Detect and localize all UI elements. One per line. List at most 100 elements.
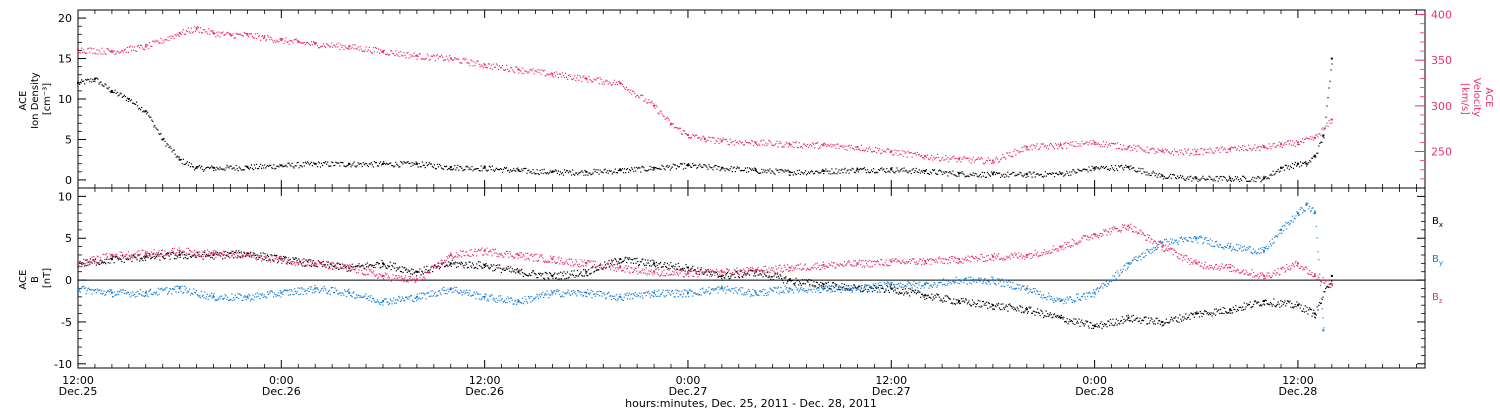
- bx-series-sample: [907, 292, 909, 294]
- bx-series-sample: [621, 262, 623, 264]
- density-series-sample: [79, 83, 81, 85]
- density-series-sample: [483, 165, 485, 167]
- by-series-sample: [220, 295, 222, 297]
- by-series-sample: [421, 297, 424, 299]
- velocity-series-sample: [428, 59, 430, 61]
- velocity-series-sample: [1125, 148, 1127, 150]
- density-series-sample: [295, 165, 297, 167]
- velocity-series-sample: [1054, 143, 1057, 145]
- velocity-series-sample: [1280, 142, 1282, 144]
- bx-series-sample: [137, 254, 139, 256]
- density-series-sample: [666, 165, 668, 167]
- bx-series-sample: [109, 262, 111, 264]
- velocity-series-sample: [181, 31, 183, 33]
- density-series-sample: [303, 165, 305, 167]
- bx-series-sample: [1188, 314, 1190, 316]
- density-series-sample: [692, 163, 694, 165]
- by-series-sample: [325, 289, 327, 291]
- density-series-sample: [404, 162, 406, 164]
- bx-series-point: [381, 262, 384, 265]
- bx-series-sample: [1253, 303, 1255, 306]
- density-series-sample: [274, 168, 276, 170]
- velocity-series-point: [958, 157, 961, 160]
- bx-series-sample: [858, 286, 860, 288]
- bx-series-sample: [1225, 311, 1228, 313]
- bx-series-sample: [1115, 318, 1117, 320]
- velocity-series-point: [653, 104, 656, 107]
- bx-series-sample: [371, 265, 373, 267]
- density-series-sample: [252, 168, 255, 171]
- bx-series-sample: [900, 292, 902, 294]
- density-series-sample: [136, 105, 139, 107]
- velocity-series-sample: [948, 161, 950, 163]
- by-series-sample: [159, 288, 161, 290]
- bx-series-sample: [1241, 309, 1243, 311]
- density-series-sample: [915, 167, 917, 170]
- density-series-sample: [899, 170, 901, 172]
- velocity-series-sample: [1161, 148, 1163, 150]
- bx-series-sample: [623, 259, 625, 261]
- density-series-sample: [423, 164, 425, 166]
- density-series-sample: [881, 167, 883, 169]
- by-series-sample: [347, 290, 349, 292]
- bx-series-sample: [1070, 320, 1072, 322]
- density-series-sample: [399, 165, 401, 168]
- bx-series-sample: [876, 287, 878, 290]
- velocity-series-sample: [778, 142, 780, 144]
- bx-series-sample: [1212, 312, 1214, 314]
- velocity-series-sample: [132, 49, 135, 51]
- bx-series-sample: [462, 265, 464, 267]
- velocity-series-sample: [554, 75, 556, 77]
- bx-series-sample: [879, 291, 881, 293]
- velocity-series-sample: [977, 156, 979, 159]
- velocity-series-point: [297, 40, 300, 43]
- bx-series-sample: [716, 273, 718, 275]
- by-series-sample: [444, 293, 447, 295]
- velocity-series-sample: [1149, 149, 1151, 151]
- bx-series-sample: [771, 276, 774, 278]
- density-series-sample: [1010, 173, 1012, 175]
- density-series-sample: [986, 171, 989, 174]
- bx-series-sample: [206, 255, 208, 257]
- bx-series-sample: [499, 267, 502, 269]
- bx-series-sample: [708, 271, 710, 273]
- by-series-sample: [97, 290, 99, 292]
- bx-series-sample: [260, 255, 263, 257]
- bx-series-sample: [926, 295, 929, 297]
- density-ytick-label: 15: [58, 53, 72, 66]
- velocity-series-sample: [682, 130, 685, 132]
- by-series-sample: [82, 286, 84, 288]
- bx-series-sample: [584, 269, 586, 271]
- velocity-series-sample: [714, 142, 716, 145]
- velocity-series-sample: [310, 40, 313, 43]
- density-series-sample: [520, 170, 522, 172]
- density-series-sample: [238, 166, 240, 168]
- velocity-series-sample: [1323, 129, 1325, 131]
- bx-series-sample: [958, 301, 960, 304]
- density-series-sample: [727, 168, 729, 171]
- bx-series-sample: [1053, 313, 1056, 315]
- velocity-series-sample: [96, 49, 98, 51]
- by-series-sample: [357, 294, 359, 296]
- velocity-series-sample: [272, 40, 274, 42]
- bx-series-sample: [1011, 307, 1013, 309]
- velocity-series-sample: [1037, 149, 1039, 151]
- bx-series-sample: [806, 280, 808, 282]
- bx-series-sample: [657, 267, 659, 269]
- by-series-sample: [243, 296, 245, 298]
- velocity-series-sample: [477, 60, 479, 62]
- velocity-series-sample: [708, 136, 710, 138]
- density-series-sample: [1175, 178, 1178, 180]
- by-series-sample: [420, 298, 422, 300]
- velocity-series-sample: [1040, 143, 1042, 145]
- density-series-sample: [336, 162, 338, 164]
- bx-series-sample: [202, 258, 204, 260]
- density-series-sample: [978, 175, 980, 177]
- density-series-sample: [85, 78, 87, 81]
- density-series-sample: [1094, 168, 1096, 170]
- velocity-series-sample: [1291, 140, 1294, 142]
- by-series-sample: [310, 286, 313, 288]
- bx-series-sample: [555, 277, 558, 279]
- bx-series-sample: [670, 261, 672, 264]
- density-series-sample: [460, 166, 462, 168]
